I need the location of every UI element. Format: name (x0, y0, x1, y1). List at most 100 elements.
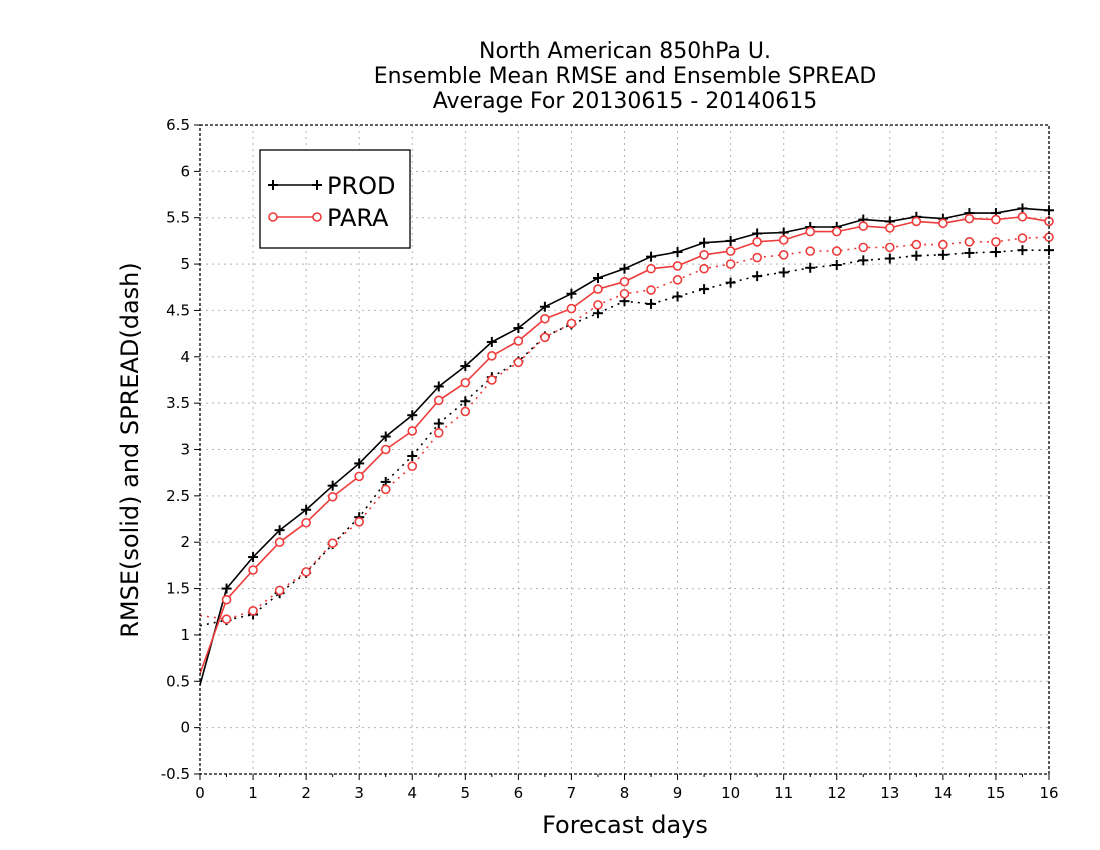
data-point-marker (938, 218, 948, 229)
x-tick-label: 10 (721, 784, 740, 802)
legend-marker-right (312, 180, 322, 190)
data-point-marker (831, 246, 842, 256)
x-tick-label: 13 (880, 784, 899, 802)
x-tick-label: 9 (673, 784, 683, 802)
data-point-marker (566, 318, 577, 329)
data-point-marker (301, 567, 311, 577)
x-tick-label: 5 (461, 784, 471, 802)
data-point-marker (725, 246, 736, 256)
data-point-marker (487, 351, 497, 361)
data-point-marker (513, 357, 524, 368)
data-point-marker (460, 377, 471, 388)
data-point-marker (460, 406, 471, 417)
data-point-marker (672, 291, 683, 302)
data-point-marker (699, 250, 709, 260)
data-point-marker (752, 271, 763, 282)
data-point-marker (805, 226, 816, 237)
data-point-marker (433, 428, 444, 438)
y-tick-label: 0 (180, 719, 190, 737)
data-point-marker (725, 259, 736, 269)
series-para-rmse (199, 211, 1054, 675)
data-point-marker (699, 284, 710, 295)
x-tick-label: 8 (620, 784, 630, 802)
y-tick-label: 2 (180, 533, 190, 551)
series-layer (199, 203, 1054, 686)
data-point-marker (513, 336, 524, 346)
data-point-marker (274, 585, 285, 596)
data-point-marker (274, 537, 285, 548)
data-point-marker (858, 255, 869, 266)
data-point-marker (805, 246, 816, 256)
data-point-marker (327, 491, 338, 502)
data-point-marker (1017, 203, 1028, 214)
y-tick-label: 1.5 (166, 580, 190, 598)
series-para-spread (199, 232, 1054, 624)
y-tick-label: 0.5 (166, 672, 190, 690)
y-tick-label: 5 (180, 255, 190, 273)
legend-box (259, 149, 411, 249)
data-point-marker (248, 552, 259, 563)
x-tick-label: 4 (407, 784, 417, 802)
data-point-marker (831, 226, 842, 237)
data-point-marker (725, 235, 736, 246)
data-point-marker (884, 253, 895, 264)
data-point-marker (593, 284, 603, 294)
data-point-marker (937, 249, 948, 260)
data-point-marker (991, 237, 1001, 247)
data-point-marker (513, 323, 524, 334)
chart-title-line-1: North American 850hPa U. (479, 39, 771, 64)
data-point-marker (539, 301, 550, 312)
data-point-marker (672, 275, 683, 285)
chart-title-line-3: Average For 20130615 - 20140615 (433, 89, 818, 114)
data-point-marker (752, 252, 762, 263)
data-point-marker (592, 308, 603, 319)
data-point-marker (885, 242, 895, 253)
data-point-marker (407, 450, 418, 461)
legend: PROD PARA (259, 149, 411, 249)
data-point-marker (752, 228, 763, 239)
data-point-marker (327, 538, 338, 548)
y-tick-label: 5.5 (166, 209, 190, 227)
data-point-marker (964, 237, 975, 247)
data-point-marker (938, 239, 948, 250)
x-axis-ticks: 0 1 2 3 4 5 6 7 8 9 10 11 12 13 14 15 16 (195, 774, 1059, 802)
legend-item-prod: PROD (268, 172, 396, 200)
data-point-marker (566, 303, 577, 314)
data-point-marker (911, 239, 922, 250)
data-point-marker (566, 288, 577, 299)
data-point-marker (221, 614, 232, 624)
data-point-marker (646, 285, 656, 295)
y-axis-title: RMSE(solid) and SPREAD(dash) (116, 262, 144, 638)
data-point-marker (991, 214, 1001, 225)
data-point-marker (380, 444, 391, 455)
data-point-marker (672, 247, 683, 258)
chart-title-line-2: Ensemble Mean RMSE and Ensemble SPREAD (374, 64, 877, 89)
data-point-marker (964, 247, 975, 258)
data-point-marker (433, 418, 444, 429)
data-point-marker (380, 484, 391, 495)
data-point-marker (407, 426, 418, 436)
data-point-marker (646, 263, 656, 274)
y-tick-label: 4 (180, 348, 190, 366)
data-point-marker (354, 471, 364, 482)
x-tick-label: 2 (301, 784, 311, 802)
x-tick-label: 15 (986, 784, 1005, 802)
y-tick-label: 3.5 (166, 394, 190, 412)
data-point-marker (460, 396, 471, 407)
x-tick-label: 1 (248, 784, 258, 802)
data-point-marker (990, 247, 1001, 258)
data-point-marker (778, 250, 789, 260)
data-point-marker (619, 288, 630, 299)
y-tick-label: 3 (180, 441, 190, 459)
data-point-marker (1017, 233, 1028, 243)
data-point-marker (885, 223, 895, 233)
data-point-marker (380, 431, 391, 442)
data-point-marker (699, 237, 710, 248)
legend-label: PROD (327, 172, 396, 200)
data-point-marker (964, 213, 975, 224)
data-point-marker (221, 583, 232, 594)
x-tick-label: 12 (827, 784, 846, 802)
data-point-marker (327, 480, 338, 491)
data-point-marker (672, 261, 683, 271)
data-point-marker (248, 606, 258, 616)
